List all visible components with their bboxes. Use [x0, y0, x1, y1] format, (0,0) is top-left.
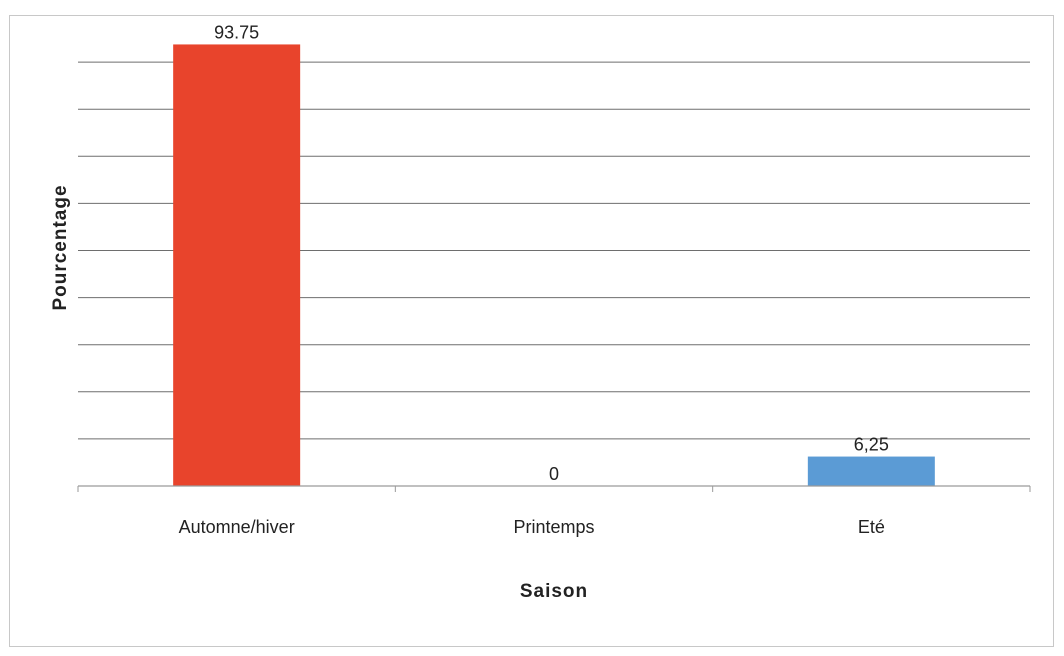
- data-labels: 93.75 0 6,25: [214, 22, 889, 484]
- data-label: 93.75: [214, 22, 259, 42]
- bar: [173, 44, 301, 486]
- category-label: Automne/hiver: [179, 517, 295, 537]
- x-axis-ticks: [77, 486, 1031, 492]
- category-label: Eté: [858, 517, 885, 537]
- data-label: 0: [549, 464, 559, 484]
- category-label: Printemps: [513, 517, 594, 537]
- y-axis-title: Pourcentage: [50, 184, 71, 310]
- category-labels: Automne/hiver Printemps Eté: [179, 517, 885, 537]
- bar: [807, 456, 935, 486]
- data-label: 6,25: [854, 435, 889, 455]
- bars: [173, 44, 935, 486]
- x-axis-title: Saison: [520, 581, 588, 602]
